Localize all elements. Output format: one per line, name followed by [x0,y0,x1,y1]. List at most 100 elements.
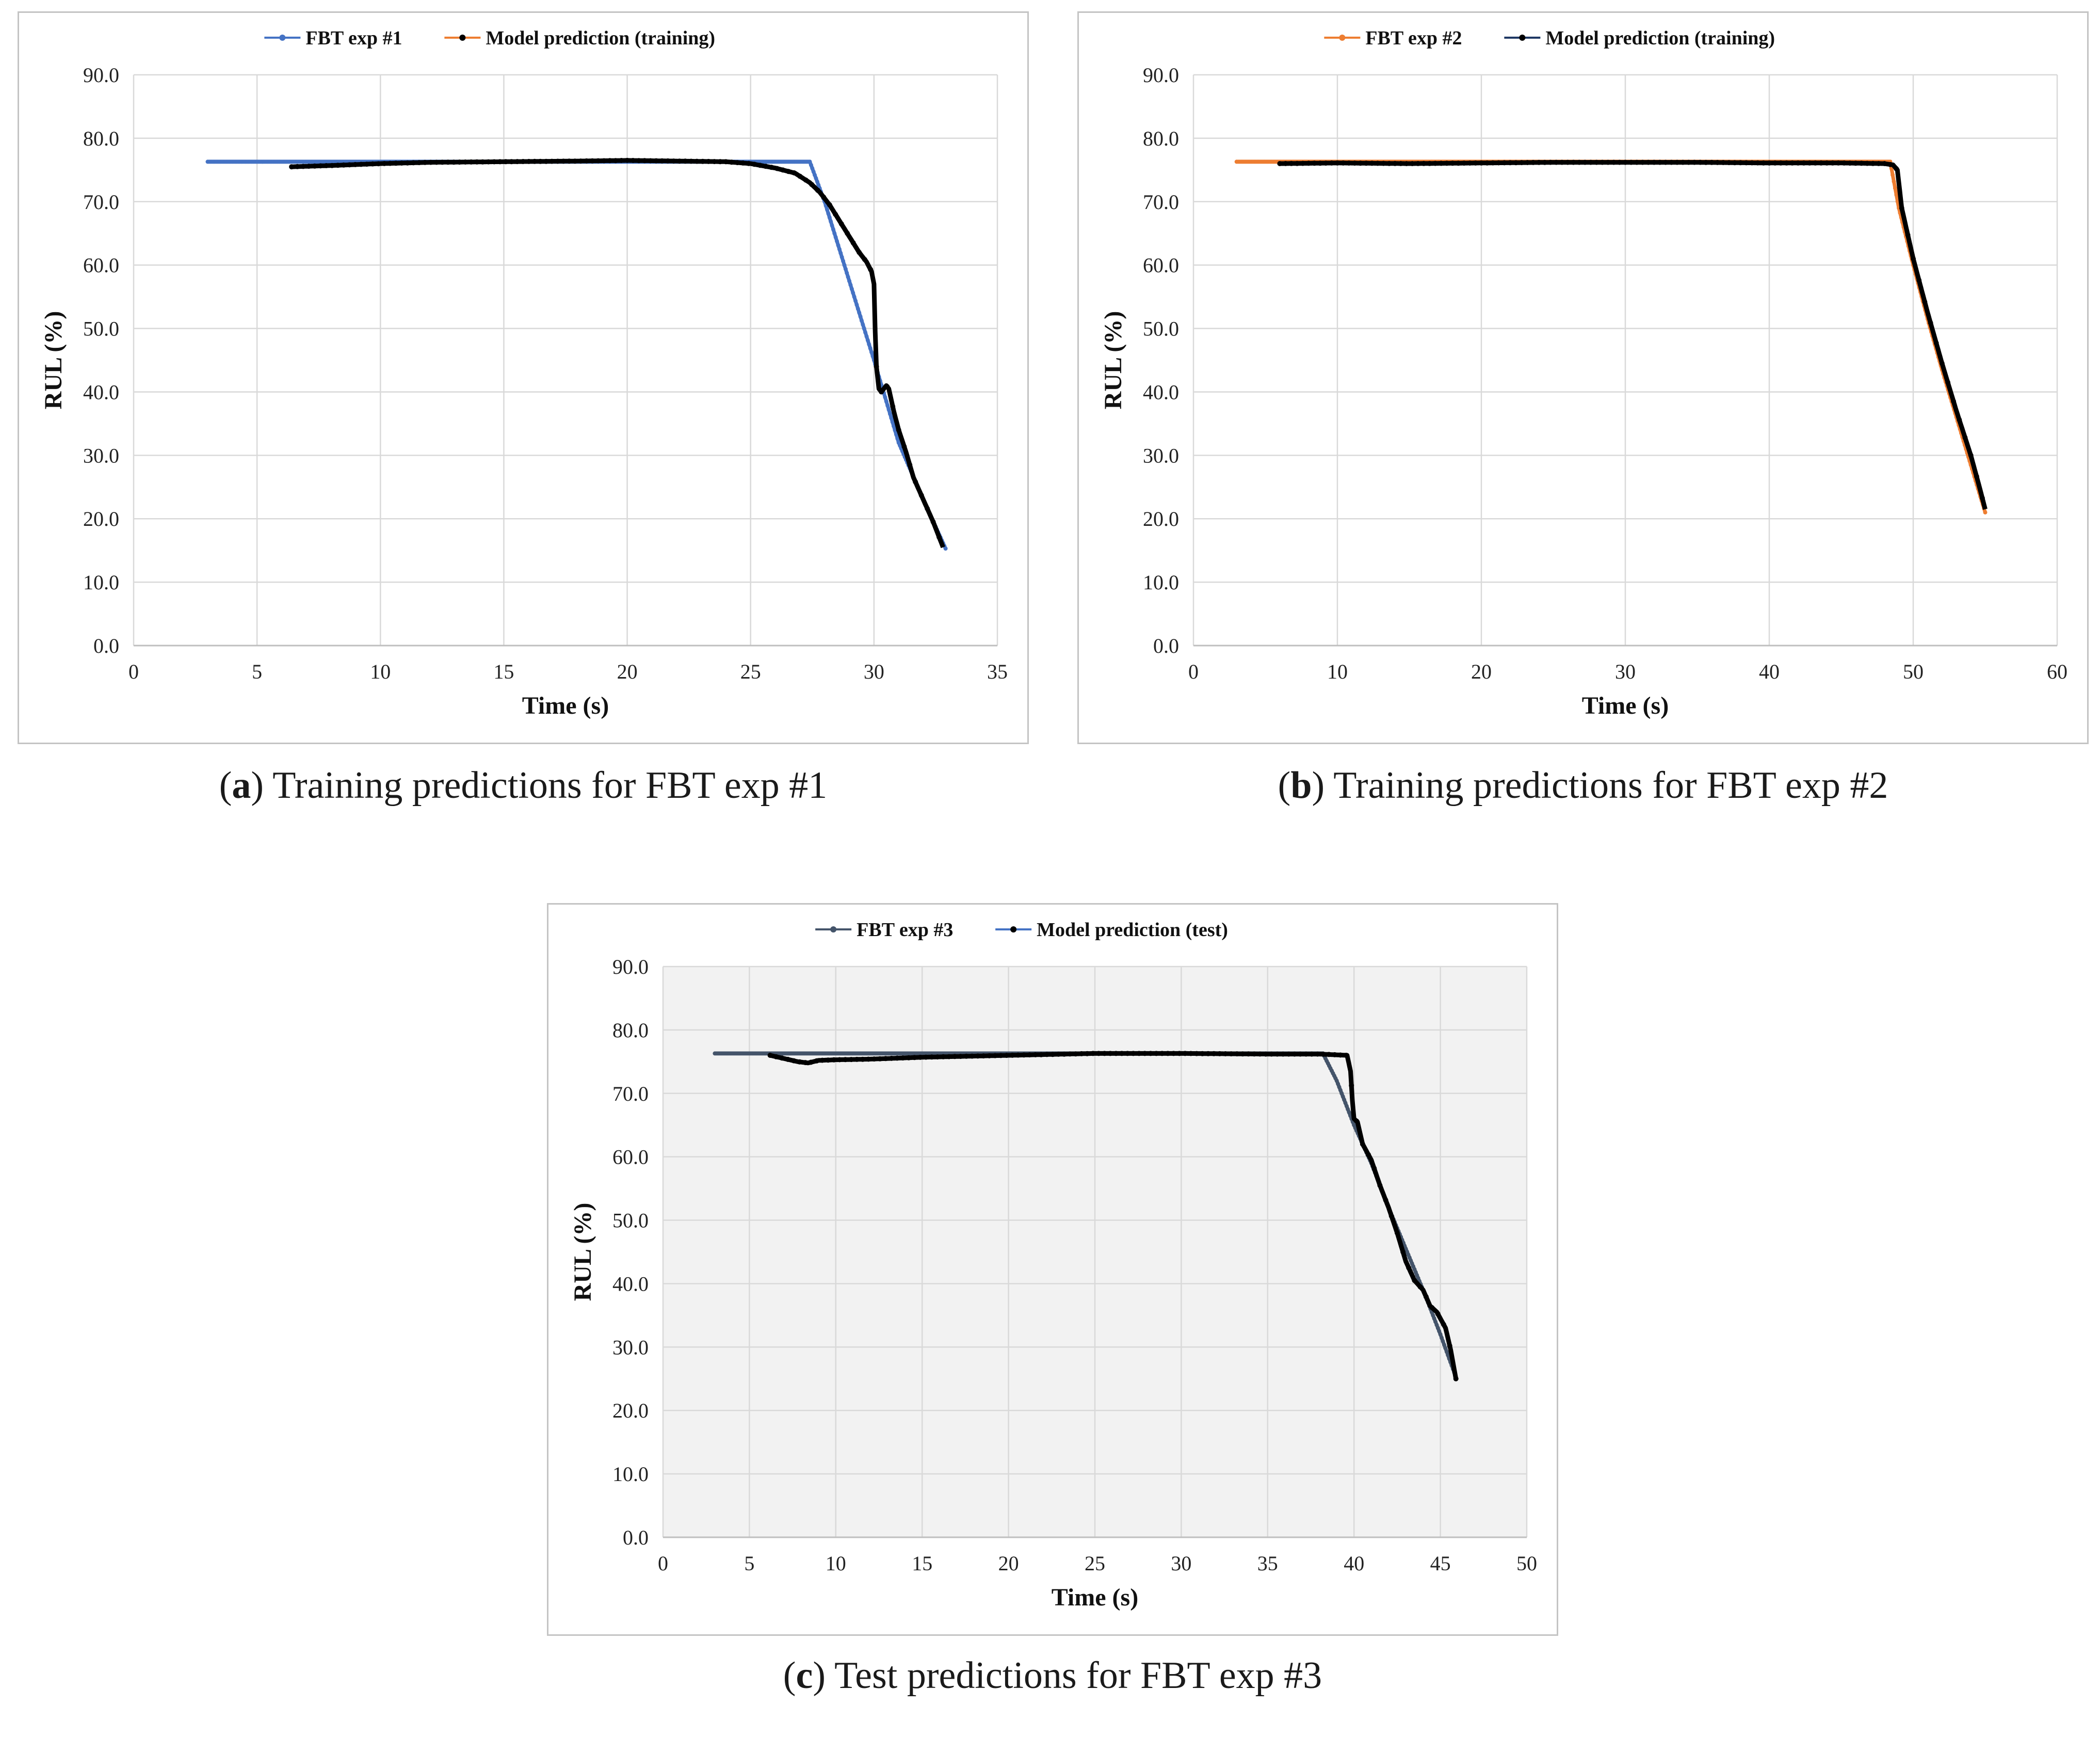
data-point [376,161,381,167]
data-point [851,291,855,295]
data-point [1342,1098,1347,1102]
data-point [486,159,491,165]
data-point [1442,1342,1446,1347]
data-point [1772,160,1778,166]
data-point [1194,1051,1200,1056]
data-point [1142,1051,1148,1056]
data-point [894,432,898,437]
data-point [1136,1051,1142,1056]
legend-item-1: FBT exp #1 [264,27,402,49]
data-point [837,1057,843,1063]
data-point [1571,159,1576,165]
y-tick-label: 80.0 [612,1019,649,1042]
legend-item-2: Model prediction (training) [444,27,715,49]
data-point [306,164,312,169]
data-point [884,399,889,404]
data-point [549,158,555,164]
data-point [849,286,854,291]
data-point [864,334,869,339]
data-point [1691,159,1697,165]
data-point [653,158,659,164]
data-point [700,158,705,164]
data-point [923,1054,929,1060]
data-point [1015,1052,1021,1058]
x-tick-label: 0 [1188,660,1199,683]
data-point [1894,166,1899,171]
data-point [827,215,832,220]
data-point [335,163,341,168]
data-point [763,164,769,169]
data-point [514,159,520,165]
data-point [869,350,874,355]
data-point [1200,1051,1205,1056]
data-point [1434,1323,1439,1327]
data-point [491,159,497,165]
data-point [1421,160,1427,166]
data-point [890,420,895,424]
data-point [1312,160,1317,166]
x-tick-label: 45 [1430,1552,1451,1575]
data-point [428,159,433,165]
data-point [1306,160,1312,166]
y-tick-label: 50.0 [612,1209,649,1232]
data-point [1490,160,1496,166]
data-point [324,163,329,168]
data-point [289,164,295,170]
data-point [1300,160,1305,166]
data-point [868,346,873,350]
legend-item-2: Model prediction (test) [995,919,1228,941]
chart-svg-b: 0.0 10.0 20.0 30.0 40.0 50.0 60.0 70.0 80.0 90.0 0… [1100,27,2067,719]
data-point [1429,1305,1435,1310]
data-point [1519,160,1525,166]
y-tick-label: 90.0 [1143,63,1179,87]
data-point [1841,160,1847,166]
data-point [358,162,364,167]
x-tick-label: 50 [1903,660,1924,683]
data-point [807,159,812,164]
legend-marker [459,35,466,41]
data-point [1291,1051,1297,1057]
data-point [845,231,850,236]
x-tick-label: 20 [998,1552,1019,1575]
data-point [1315,1051,1320,1057]
x-tick-label: 35 [987,660,1008,683]
x-axis-title: Time (s) [1582,692,1669,719]
chart-svg-a: 0.0 10.0 20.0 30.0 40.0 50.0 60.0 70.0 80.0 90.0 0… [40,27,1008,719]
data-point [810,166,815,171]
data-point [1501,160,1507,166]
data-point [1288,160,1294,166]
x-tick-label: 5 [744,1552,754,1575]
data-point [364,162,369,167]
y-tick-label: 60.0 [612,1146,649,1169]
data-point [567,158,572,164]
data-point [1176,1051,1182,1056]
data-point [1246,1051,1251,1057]
data-point [846,275,850,279]
data-point [387,160,393,166]
data-point [1383,1197,1388,1203]
data-point [813,173,817,178]
data-point [1542,159,1547,165]
data-point [1911,256,1916,262]
data-point [865,338,870,343]
data-point [1165,1051,1171,1056]
data-point [889,1055,894,1061]
data-point [1657,159,1662,165]
data-point [503,159,509,165]
data-point [825,1057,831,1063]
x-axis-title: Time (s) [1052,1584,1138,1611]
data-point [1274,1051,1280,1057]
y-tick-label: 30.0 [612,1336,649,1359]
y-tick-label: 60.0 [1143,254,1179,277]
legend: FBT exp #3 Model prediction (test) [815,919,1228,941]
data-point [871,1056,877,1062]
data-point [445,159,451,165]
data-point [877,1056,883,1062]
data-point [1824,160,1830,166]
data-point [706,158,712,164]
legend-marker [1339,35,1346,41]
data-point [1412,1278,1417,1283]
data-point [1801,160,1806,166]
data-point [1530,159,1536,165]
data-point [839,255,844,260]
